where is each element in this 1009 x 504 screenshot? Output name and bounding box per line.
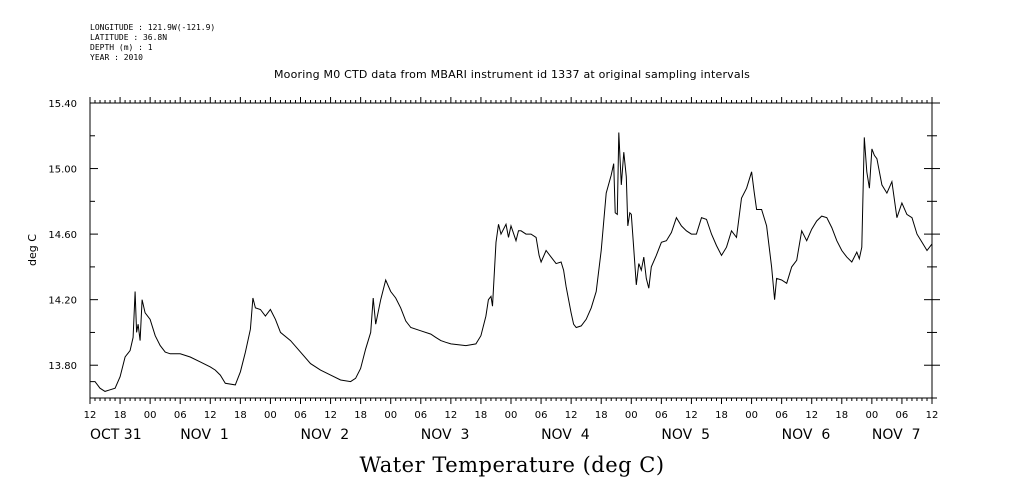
x-hour-label: 12 — [926, 410, 939, 421]
y-tick-label: 15.00 — [48, 165, 77, 176]
chart-title: Mooring M0 CTD data from MBARI instrumen… — [273, 68, 751, 81]
figure-caption: Water Temperature (deg C) — [359, 453, 665, 477]
y-tick-label: 15.40 — [48, 99, 77, 110]
x-hour-label: 18 — [835, 410, 848, 421]
x-hour-label: 18 — [475, 410, 488, 421]
y-tick-label: 14.20 — [48, 296, 77, 307]
plot-frame — [89, 102, 933, 399]
x-day-label: NOV 5 — [661, 427, 710, 443]
y-axis-label: deg C — [26, 234, 39, 266]
x-hour-label: 18 — [354, 410, 367, 421]
longitude-label: LONGITUDE : 121.9W(-121.9) — [90, 23, 216, 32]
x-hour-label: 06 — [294, 410, 307, 421]
x-hour-label: 06 — [535, 410, 548, 421]
x-hour-label: 00 — [144, 410, 157, 421]
y-axis: 13.80 14.20 14.60 15.00 15.40 — [48, 99, 940, 399]
x-hour-label: 18 — [715, 410, 728, 421]
x-hour-label: 00 — [505, 410, 518, 421]
x-hour-label: 12 — [324, 410, 337, 421]
x-hour-label: 18 — [114, 410, 127, 421]
x-day-label: NOV 3 — [421, 427, 470, 443]
x-hour-label: 12 — [805, 410, 818, 421]
x-hour-label: 12 — [565, 410, 578, 421]
x-hour-label: 12 — [84, 410, 97, 421]
x-hour-label: 12 — [685, 410, 698, 421]
x-day-label: NOV 4 — [541, 427, 590, 443]
x-hour-label: 06 — [174, 410, 187, 421]
x-day-label: NOV 7 — [872, 427, 921, 443]
x-hour-label: 00 — [745, 410, 758, 421]
x-hour-label: 06 — [775, 410, 788, 421]
x-hour-label: 18 — [234, 410, 247, 421]
x-hour-label: 06 — [414, 410, 427, 421]
x-day-label: NOV 1 — [180, 427, 229, 443]
x-hour-label: 06 — [896, 410, 909, 421]
y-tick-label: 13.80 — [48, 361, 77, 372]
depth-label: DEPTH (m) : 1 — [90, 43, 153, 52]
year-label: YEAR : 2010 — [90, 53, 143, 62]
x-axis: 12 18 00 06 12 18 00 06 12 18 00 06 12 18 00 06 12 18 00 06… — [84, 97, 939, 443]
latitude-label: LATITUDE : 36.8N — [90, 33, 168, 42]
x-hour-label: 00 — [865, 410, 878, 421]
location-metadata: LONGITUDE : 121.9W(-121.9) LATITUDE : 36… — [90, 23, 215, 63]
x-hour-label: 18 — [595, 410, 608, 421]
x-hour-label: 00 — [264, 410, 277, 421]
x-day-label: OCT 31 — [90, 427, 142, 443]
x-hour-label: 00 — [384, 410, 397, 421]
x-day-label: NOV 6 — [782, 427, 831, 443]
water-temperature-series — [90, 132, 933, 392]
x-hour-label: 00 — [625, 410, 638, 421]
x-hour-label: 06 — [655, 410, 668, 421]
x-hour-label: 12 — [444, 410, 457, 421]
x-day-label: NOV 2 — [301, 427, 350, 443]
y-tick-label: 14.60 — [48, 230, 77, 241]
x-hour-label: 12 — [204, 410, 217, 421]
